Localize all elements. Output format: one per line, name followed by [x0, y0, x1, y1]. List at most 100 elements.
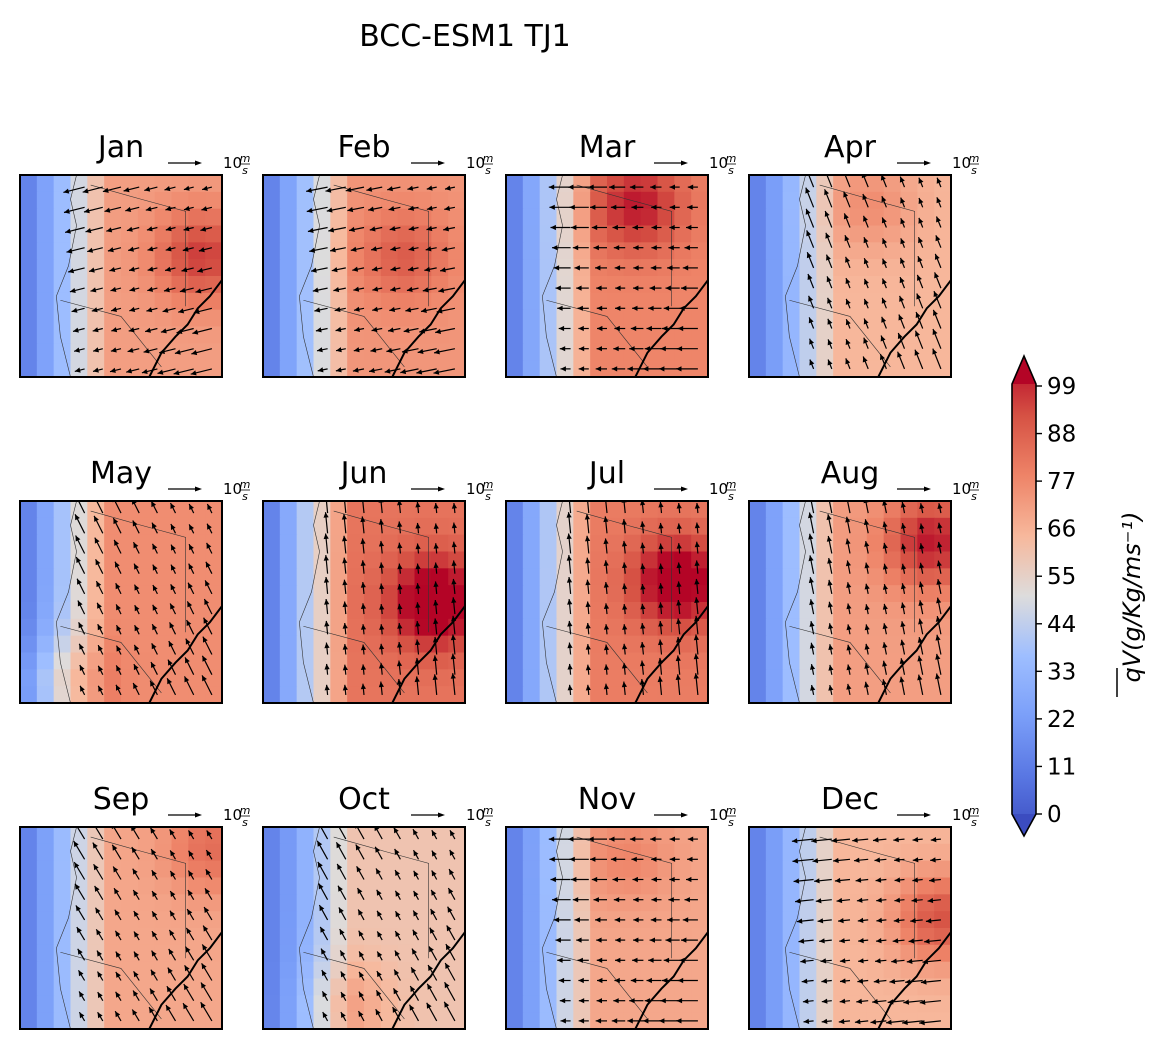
wind-vector-head: [845, 319, 851, 326]
quiver-key-unit-s: s: [242, 164, 248, 177]
heat-cell: [573, 618, 591, 637]
heat-cell: [20, 501, 38, 519]
heat-cell: [506, 551, 524, 569]
wind-vector-head: [863, 258, 869, 265]
wind-vector-head: [111, 306, 117, 312]
wind-vector-head: [588, 836, 594, 842]
heat-cell: [866, 995, 885, 1013]
heat-cell: [607, 928, 625, 946]
heat-cell: [522, 978, 541, 996]
wind-vector-head: [206, 542, 212, 549]
heat-cell: [364, 928, 382, 946]
wind-vector-head: [331, 267, 338, 273]
heat-cell: [539, 208, 558, 227]
heat-cell: [765, 191, 784, 210]
wind-vector-head: [102, 187, 109, 193]
wind-vector-head: [694, 503, 700, 509]
heat-cell: [691, 208, 708, 227]
heat-cell: [816, 191, 834, 210]
heat-cell: [607, 343, 625, 361]
heat-cell: [506, 585, 524, 603]
wind-vector-head: [558, 977, 565, 984]
heat-cell: [799, 208, 817, 227]
quiver-key-label: 10: [223, 154, 242, 172]
wind-vector-head: [97, 602, 102, 609]
wind-vector-head: [843, 213, 849, 220]
heat-cell: [104, 618, 122, 637]
wind-vector-head: [633, 937, 639, 943]
heat-cell: [347, 568, 365, 586]
country-border: [576, 510, 672, 633]
wind-vector-head: [73, 327, 79, 333]
wind-vector-head: [360, 603, 367, 609]
wind-vector-head: [621, 681, 627, 688]
wind-vector-head: [593, 897, 599, 903]
heat-cell: [934, 911, 951, 929]
heat-cell: [657, 827, 675, 845]
wind-vector-head: [935, 616, 941, 622]
colorbar-tick-label: 22: [1047, 707, 1076, 733]
wind-vector-head: [323, 577, 330, 583]
heat-cell: [539, 652, 558, 670]
wind-vector-head: [165, 206, 172, 212]
heat-cell: [87, 343, 105, 361]
wind-vector-head: [882, 642, 888, 648]
heat-cell: [522, 686, 541, 703]
heat-cell: [20, 669, 38, 687]
wind-vector-head: [621, 519, 627, 525]
wind-vector-head: [900, 502, 906, 508]
heat-cell: [799, 259, 817, 277]
wind-vector-head: [330, 247, 336, 253]
wind-vector-head: [206, 830, 212, 837]
heat-cell: [623, 326, 642, 344]
wind-vector-head: [687, 836, 694, 842]
heat-cell: [20, 944, 38, 963]
quiver-key-unit-s: s: [485, 164, 491, 177]
heat-cell: [674, 568, 692, 586]
wind-vector-head: [590, 856, 596, 862]
heat-cell: [883, 961, 902, 980]
heat-cell: [36, 276, 55, 294]
heat-cell: [850, 961, 868, 980]
heat-cell: [934, 343, 951, 361]
wind-vector-head: [171, 564, 176, 571]
wind-vector-head: [77, 948, 83, 955]
wind-vector-head: [658, 602, 664, 608]
heat-cell: [850, 877, 868, 895]
heat-cell: [765, 501, 784, 519]
heat-cell: [171, 1012, 189, 1029]
heat-cell: [263, 635, 281, 654]
heat-cell: [188, 928, 206, 946]
wind-vector-head: [334, 306, 341, 312]
wind-vector-head: [631, 856, 637, 862]
heat-cell: [674, 843, 692, 862]
wind-vector-head: [93, 367, 99, 373]
heat-cell: [154, 877, 173, 895]
heat-cell: [883, 343, 902, 361]
panel-field: [20, 501, 222, 703]
wind-vector-head: [328, 227, 335, 233]
wind-vector-head: [629, 836, 636, 842]
heat-cell: [364, 191, 382, 210]
wind-vector-head: [342, 664, 348, 671]
heat-cell: [934, 551, 951, 569]
heat-cell: [749, 1012, 767, 1029]
heat-cell: [205, 894, 222, 912]
heat-cell: [556, 191, 574, 210]
wind-vector-head: [413, 890, 419, 897]
heat-cell: [330, 894, 348, 912]
heat-cell: [36, 635, 55, 654]
wind-vector-head: [185, 638, 191, 645]
heat-cell: [833, 669, 851, 687]
heat-cell: [607, 618, 625, 637]
heat-cell: [883, 175, 902, 193]
heat-cell: [414, 242, 432, 260]
heat-cell: [53, 635, 72, 654]
heat-cell: [917, 961, 935, 980]
heat-cell: [53, 652, 72, 670]
heat-cell: [171, 618, 189, 637]
heat-cell: [883, 877, 902, 895]
heat-cell: [296, 995, 315, 1013]
heat-cell: [431, 961, 449, 980]
heat-cell: [573, 961, 591, 980]
